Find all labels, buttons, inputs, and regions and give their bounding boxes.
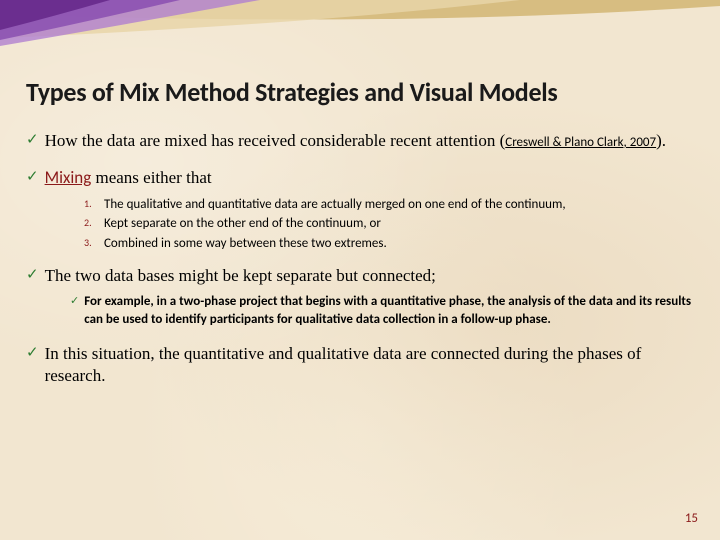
bullet-3-sub: ✓ For example, in a two-phase project th… (70, 293, 694, 328)
check-icon: ✓ (26, 130, 39, 151)
bullet-2-text: Mixing means either that (45, 167, 212, 190)
bullet-1-pre: How the data are mixed has received cons… (45, 131, 506, 150)
list-number: 3. (84, 235, 104, 251)
bullet-2: ✓ Mixing means either that (26, 167, 694, 190)
page-number: 15 (685, 511, 698, 526)
numbered-list: 1. The qualitative and quantitative data… (84, 196, 694, 253)
bullet-3-text: The two data bases might be kept separat… (45, 265, 436, 288)
bullet-4: ✓ In this situation, the quantitative an… (26, 343, 694, 389)
list-item: 1. The qualitative and quantitative data… (84, 196, 694, 214)
list-item-text: The qualitative and quantitative data ar… (104, 196, 566, 214)
bullet-3-sub-text: For example, in a two-phase project that… (84, 293, 694, 328)
list-number: 2. (84, 215, 104, 231)
list-item-text: Combined in some way between these two e… (104, 235, 387, 253)
bullet-3: ✓ The two data bases might be kept separ… (26, 265, 694, 288)
bullet-1: ✓ How the data are mixed has received co… (26, 130, 694, 153)
bullet-1-text: How the data are mixed has received cons… (45, 130, 666, 153)
slide-title: Types of Mix Method Strategies and Visua… (26, 76, 694, 108)
list-item: 2. Kept separate on the other end of the… (84, 215, 694, 233)
check-icon: ✓ (26, 265, 39, 286)
slide-content: Types of Mix Method Strategies and Visua… (0, 0, 720, 388)
bullet-1-post: ). (656, 131, 666, 150)
check-icon: ✓ (70, 293, 79, 308)
list-item-text: Kept separate on the other end of the co… (104, 215, 381, 233)
list-number: 1. (84, 196, 104, 212)
bullet-4-text: In this situation, the quantitative and … (45, 343, 694, 389)
bullet-2-keyword: Mixing (45, 167, 92, 188)
check-icon: ✓ (26, 343, 39, 364)
check-icon: ✓ (26, 167, 39, 188)
citation: Creswell & Plano Clark, 2007 (505, 135, 656, 150)
bullet-2-post: means either that (91, 168, 211, 187)
list-item: 3. Combined in some way between these tw… (84, 235, 694, 253)
